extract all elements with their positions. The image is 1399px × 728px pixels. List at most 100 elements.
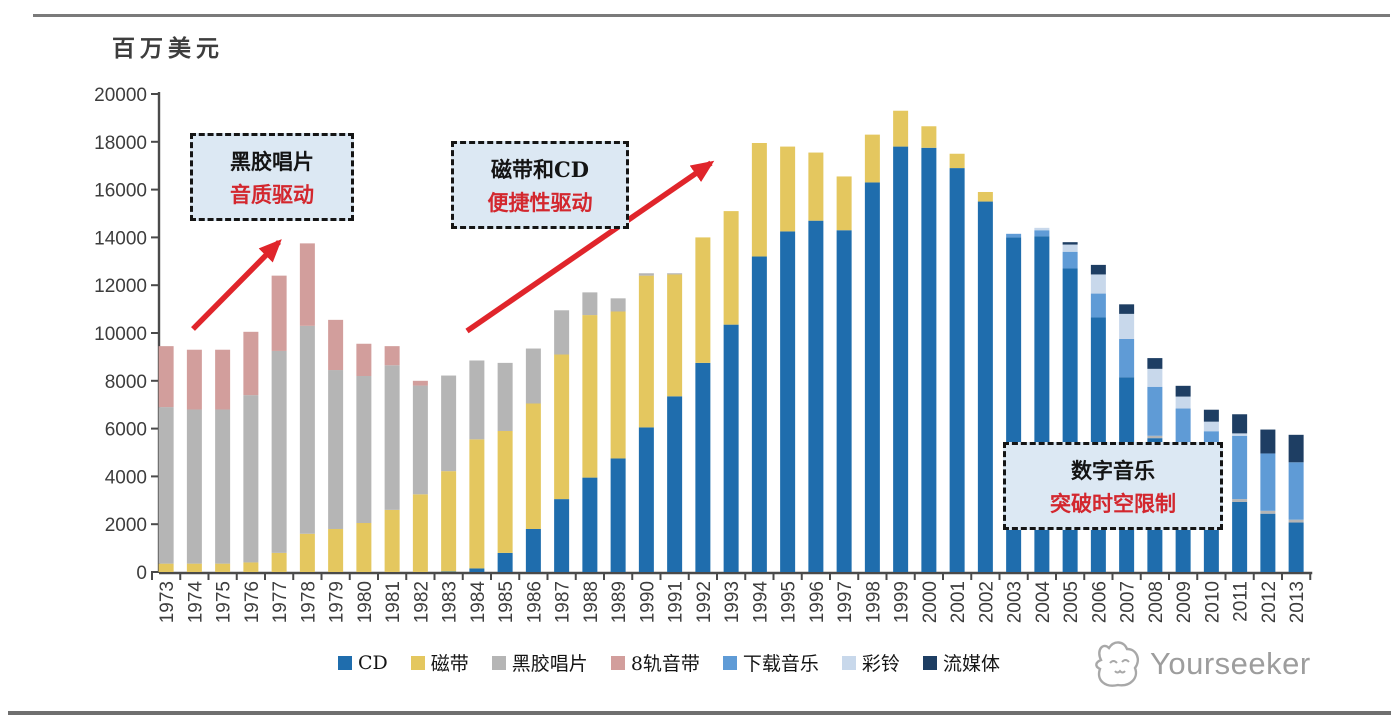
bar-segment-1980-黑胶唱片 (356, 376, 372, 524)
x-category-label: 1980 (355, 581, 376, 623)
top-divider (33, 14, 1390, 17)
annotation-title: 数字音乐 (1071, 457, 1155, 483)
bar-segment-2002-磁带 (977, 191, 993, 202)
x-category-label: 1988 (581, 581, 602, 623)
y-tick-label: 18000 (94, 133, 147, 154)
bar-segment-2013-流媒体 (1288, 434, 1304, 463)
x-category-label: 1998 (863, 581, 884, 623)
bar-segment-1979-8轨音带 (328, 319, 344, 371)
bar-segment-1998-CD (864, 182, 880, 572)
x-category-label: 1995 (779, 581, 800, 623)
x-category-label: 1987 (553, 581, 574, 623)
y-tick-label: 6000 (105, 420, 147, 441)
bar-segment-2007-流媒体 (1119, 304, 1135, 314)
bar-segment-1986-磁带 (525, 403, 541, 529)
legend-swatch (722, 655, 737, 670)
bar-segment-1989-黑胶唱片 (610, 298, 626, 312)
bar-segment-1985-CD (497, 552, 513, 572)
x-category-label: 1996 (807, 581, 828, 623)
bar-segment-1980-8轨音带 (356, 343, 372, 377)
bar-segment-1981-8轨音带 (384, 346, 400, 366)
x-category-label: 1989 (609, 581, 630, 623)
bar-segment-1999-CD (893, 146, 909, 572)
bar-segment-2001-CD (949, 168, 965, 572)
x-category-label: 2002 (976, 581, 997, 623)
x-category-label: 1977 (270, 581, 291, 623)
bar-segment-1997-CD (836, 230, 852, 573)
x-category-label: 2008 (1146, 581, 1167, 623)
x-category-label: 1993 (722, 581, 743, 623)
bar-segment-1991-CD (667, 396, 683, 572)
bar-segment-1988-黑胶唱片 (582, 292, 598, 316)
bar-segment-2006-流媒体 (1090, 264, 1106, 275)
bar-segment-1998-磁带 (864, 134, 880, 183)
legend-item-3: 8轨音带 (610, 649, 700, 676)
bar-segment-2006-下载音乐 (1090, 293, 1106, 318)
bar-segment-1986-黑胶唱片 (525, 348, 541, 404)
bar-segment-1996-磁带 (808, 152, 824, 221)
bar-segment-1978-8轨音带 (299, 243, 315, 326)
bar-segment-1974-磁带 (186, 563, 202, 572)
bar-segment-2007-下载音乐 (1119, 338, 1135, 378)
x-category-label: 1978 (298, 581, 319, 623)
x-category-label: 2004 (1033, 581, 1054, 624)
bar-segment-1994-磁带 (751, 142, 767, 257)
x-category-label: 1981 (383, 581, 404, 623)
y-tick-label: 8000 (105, 372, 147, 393)
bar-segment-1997-磁带 (836, 176, 852, 231)
x-category-label: 1979 (327, 581, 348, 623)
x-category-label: 1974 (185, 581, 206, 624)
bar-segment-1995-CD (780, 231, 796, 573)
legend-label: 磁带 (430, 653, 469, 675)
bar-segment-2008-流媒体 (1147, 358, 1163, 369)
y-tick-label: 0 (136, 563, 147, 584)
bar-segment-1980-磁带 (356, 523, 372, 572)
x-category-label: 2010 (1202, 581, 1223, 623)
annotation-subtitle: 音质驱动 (230, 181, 314, 207)
bar-segment-1984-磁带 (469, 439, 485, 569)
y-axis-unit-label: 百万美元 (112, 35, 224, 62)
x-category-label: 1983 (440, 581, 461, 623)
bar-segment-2005-下载音乐 (1062, 251, 1078, 269)
bar-segment-1992-CD (695, 362, 711, 572)
annotation-digital-box: 数字音乐 突破时空限制 (1003, 442, 1223, 530)
bar-segment-1990-黑胶唱片 (638, 273, 654, 276)
bar-segment-1975-8轨音带 (215, 349, 231, 410)
bar-segment-1973-8轨音带 (158, 346, 174, 408)
watermark: Yourseeker (1088, 638, 1311, 690)
x-category-label: 2000 (920, 581, 941, 623)
annotation-title: 磁带和CD (491, 156, 589, 182)
legend-swatch (491, 655, 506, 670)
y-tick-label: 4000 (105, 467, 147, 488)
bar-segment-2012-流媒体 (1260, 429, 1276, 454)
x-category-label: 1982 (411, 581, 432, 623)
bar-segment-1985-黑胶唱片 (497, 362, 513, 431)
bar-segment-1978-黑胶唱片 (299, 325, 315, 534)
annotation-subtitle: 便捷性驱动 (487, 189, 593, 215)
bar-segment-1992-磁带 (695, 237, 711, 363)
bottom-divider (8, 711, 1391, 715)
x-category-label: 1999 (892, 581, 913, 623)
legend-label: 彩铃 (861, 653, 900, 675)
bar-segment-2013-下载音乐 (1288, 462, 1304, 520)
bar-segment-1994-CD (751, 256, 767, 572)
annotation-subtitle: 突破时空限制 (1050, 490, 1176, 516)
bar-segment-2012-黑胶唱片 (1260, 510, 1276, 514)
bar-segment-1977-黑胶唱片 (271, 350, 287, 553)
bar-segment-1973-黑胶唱片 (158, 407, 174, 564)
bar-segment-1984-CD (469, 568, 485, 572)
x-category-label: 1973 (157, 581, 178, 623)
bar-segment-1999-磁带 (893, 110, 909, 147)
x-category-label: 2001 (948, 581, 969, 623)
x-category-label: 1991 (666, 581, 687, 623)
bar-segment-1984-黑胶唱片 (469, 360, 485, 440)
bar-segment-2000-磁带 (921, 126, 937, 148)
bar-segment-2004-彩铃 (1034, 227, 1050, 231)
bar-segment-1987-黑胶唱片 (554, 310, 570, 355)
x-category-label: 2009 (1174, 581, 1195, 623)
x-category-label: 1976 (242, 581, 263, 623)
bar-segment-2003-下载音乐 (1006, 233, 1022, 238)
legend-label: 8轨音带 (630, 653, 700, 675)
bar-segment-2007-彩铃 (1119, 313, 1135, 339)
